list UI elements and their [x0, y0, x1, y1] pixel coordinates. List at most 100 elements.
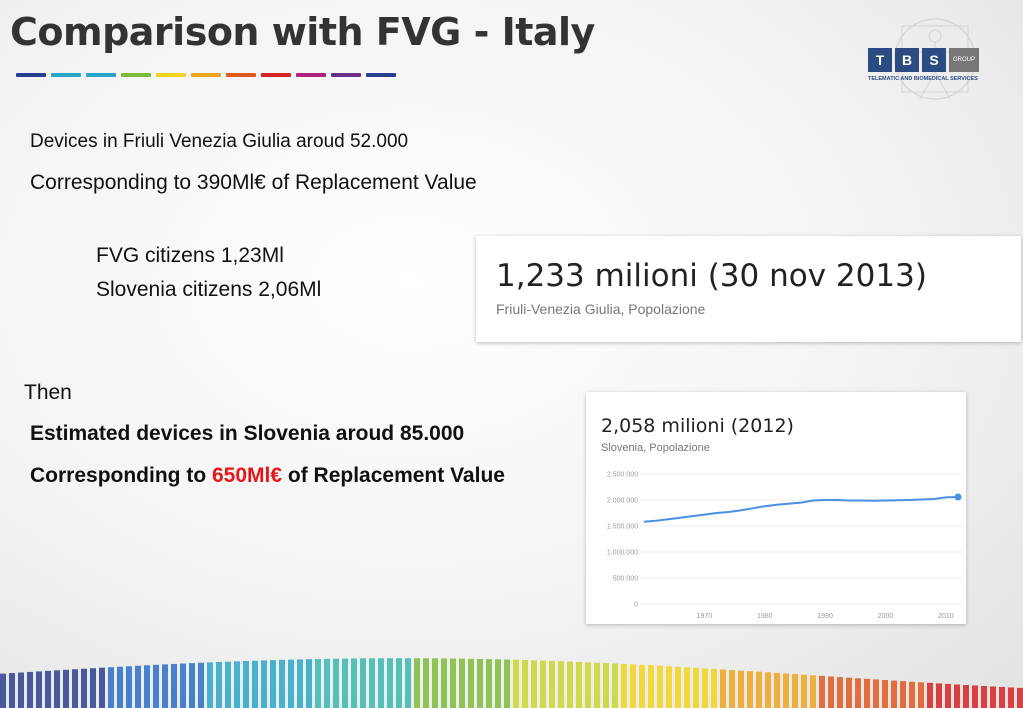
decorative-bar — [1008, 687, 1014, 708]
decorative-bar — [981, 685, 987, 708]
decorative-bar — [306, 659, 312, 708]
decorative-bar — [540, 660, 546, 708]
decorative-bar — [180, 663, 186, 708]
decorative-bar — [846, 677, 852, 708]
decorative-bar — [144, 665, 150, 708]
decorative-bar — [576, 661, 582, 708]
decorative-bar — [459, 658, 465, 708]
decorative-bar — [423, 658, 429, 708]
decorative-bar — [891, 680, 897, 708]
decorative-bar — [927, 682, 933, 708]
decorative-bar — [909, 681, 915, 708]
decorative-bar — [135, 665, 141, 708]
decorative-bar — [639, 664, 645, 708]
then-text: Then — [24, 381, 72, 404]
divider-dash — [156, 73, 186, 77]
divider-dash — [331, 73, 361, 77]
decorative-bar — [468, 658, 474, 708]
decorative-bar — [855, 678, 861, 708]
decorative-bar — [126, 666, 132, 708]
slovenia-population-chart: 0 500.000 1.000.000 1.500.000 2.000.000 2.500… — [607, 472, 962, 620]
decorative-bar — [441, 658, 447, 708]
decorative-bar — [684, 667, 690, 708]
decorative-bar — [711, 668, 717, 708]
decorative-bar — [360, 658, 366, 708]
decorative-bar — [81, 668, 87, 708]
decorative-bar — [189, 663, 195, 708]
decorative-bar — [279, 659, 285, 708]
replacement-prefix: Corresponding to — [30, 464, 212, 487]
decorative-bar — [108, 667, 114, 708]
decorative-bar — [621, 663, 627, 708]
logo-subtitle: TELEMATIC AND BIOMEDICAL SERVICES — [868, 76, 978, 82]
color-dash-divider — [16, 73, 396, 77]
decorative-bar — [783, 673, 789, 708]
decorative-bar — [612, 663, 618, 708]
fvg-citizens-text: FVG citizens 1,23Ml — [96, 244, 284, 267]
divider-dash — [366, 73, 396, 77]
decorative-bar — [972, 685, 978, 708]
decorative-bar — [45, 670, 51, 708]
x-tick-label: 1970 — [697, 613, 713, 620]
decorative-bar — [792, 674, 798, 708]
decorative-bar — [27, 671, 33, 708]
decorative-bar — [558, 661, 564, 708]
decorative-bar — [747, 671, 753, 708]
divider-dash — [226, 73, 256, 77]
replacement-highlight: 650Ml€ — [212, 464, 283, 487]
decorative-bar — [18, 672, 24, 708]
decorative-bar — [63, 669, 69, 708]
decorative-bar — [729, 670, 735, 708]
decorative-bar — [225, 661, 231, 708]
decorative-bar — [693, 667, 699, 708]
decorative-bar — [378, 658, 384, 708]
decorative-bar — [396, 658, 402, 708]
decorative-bar — [513, 659, 519, 708]
decorative-bar — [594, 662, 600, 708]
divider-dash — [86, 73, 116, 77]
slide-title: Comparison with FVG - Italy — [10, 10, 595, 54]
divider-dash — [51, 73, 81, 77]
decorative-bar — [864, 678, 870, 708]
divider-dash — [16, 73, 46, 77]
population-series-line — [643, 496, 959, 523]
y-tick-label: 1.500.000 — [607, 524, 638, 531]
decorative-bar — [819, 675, 825, 708]
decorative-bar — [297, 659, 303, 708]
decorative-bar — [882, 680, 888, 708]
fvg-devices-text: Devices in Friuli Venezia Giulia aroud 5… — [30, 131, 409, 152]
decorative-bar — [900, 681, 906, 708]
logo-letter-t: T — [868, 48, 892, 72]
decorative-bar — [918, 682, 924, 708]
decorative-bar — [585, 662, 591, 708]
decorative-bar — [261, 660, 267, 708]
decorative-bar — [873, 679, 879, 708]
logo-letter-b: B — [895, 48, 919, 72]
decorative-bar — [702, 668, 708, 708]
logo-group-label: GROUP — [949, 48, 979, 72]
x-tick-label: 1990 — [817, 613, 833, 620]
decorative-bar — [117, 666, 123, 708]
decorative-bar — [549, 660, 555, 708]
decorative-bar — [486, 659, 492, 708]
fvg-replacement-text: Corresponding to 390Ml€ of Replacement V… — [30, 171, 477, 194]
fvg-population-value: 1,233 milioni (30 nov 2013) — [496, 258, 927, 294]
decorative-bar — [774, 672, 780, 708]
slovenia-replacement-text: Corresponding to 650Ml€ of Replacement V… — [30, 460, 510, 491]
decorative-color-bars — [0, 658, 1023, 708]
decorative-bar — [648, 665, 654, 708]
decorative-bar — [216, 661, 222, 708]
decorative-bar — [720, 669, 726, 708]
divider-dash — [296, 73, 326, 77]
y-tick-label: 1.000.000 — [607, 550, 638, 557]
slovenia-population-caption: Slovenia, Popolazione — [601, 442, 710, 454]
decorative-bar — [999, 686, 1005, 708]
tbs-group-logo: T B S GROUP TELEMATIC AND BIOMEDICAL SER… — [860, 14, 1000, 104]
decorative-bar — [837, 677, 843, 708]
decorative-bar — [450, 658, 456, 708]
decorative-bar — [54, 670, 60, 708]
divider-dash — [261, 73, 291, 77]
decorative-bar — [675, 666, 681, 708]
decorative-bar — [756, 671, 762, 708]
decorative-bar — [1017, 687, 1023, 708]
